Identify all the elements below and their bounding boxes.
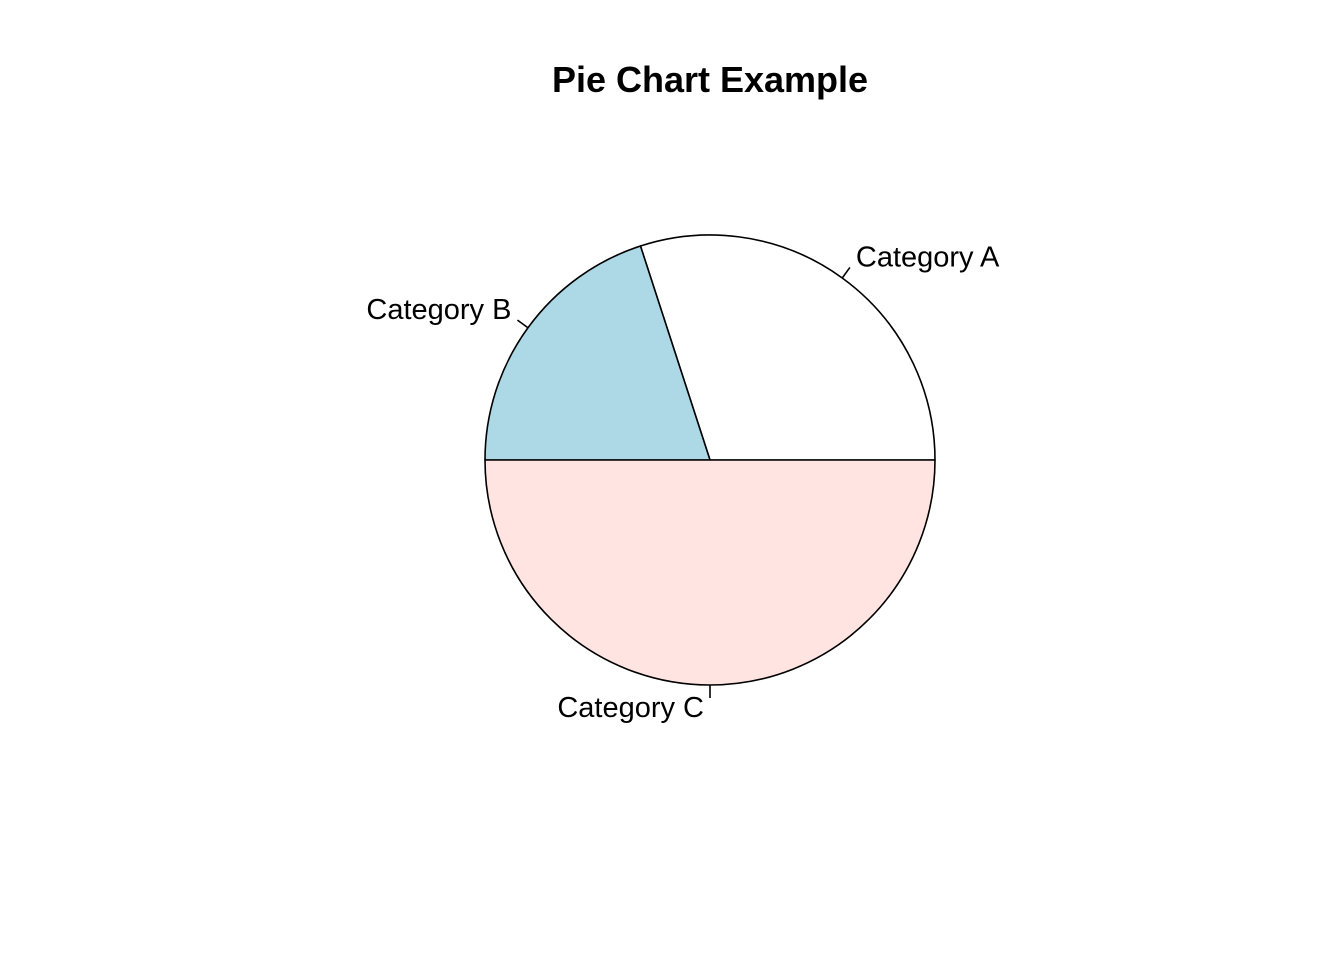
slice-label-category-c: Category C — [557, 692, 704, 724]
pie-slice-category-c — [484, 459, 936, 686]
label-tick-category-b — [516, 319, 529, 329]
slice-label-category-a: Category A — [856, 241, 1000, 273]
pie-slices — [484, 234, 936, 686]
slice-label-category-b: Category B — [366, 294, 511, 326]
slice-labels: Category A Category B Category C — [366, 241, 1000, 724]
pie-slice-category-b — [484, 245, 711, 461]
chart-title: Pie Chart Example — [551, 59, 869, 100]
label-tick-category-a — [841, 266, 851, 279]
label-ticks — [516, 266, 851, 698]
